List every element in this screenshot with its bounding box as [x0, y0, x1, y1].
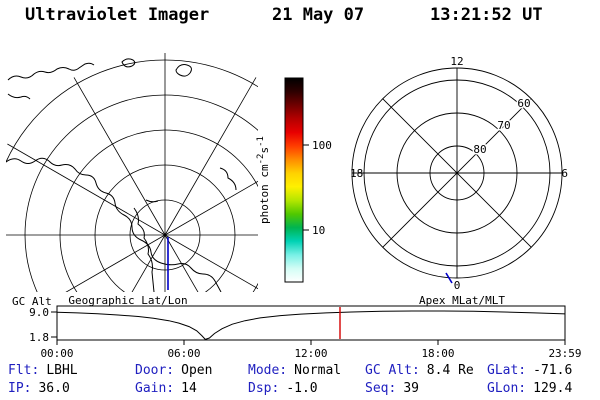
- coastline-path: [145, 199, 159, 203]
- mlt-polar-plot: 12 0 18 6 60 70 80: [350, 55, 568, 292]
- glon-value: 129.4: [533, 381, 573, 396]
- lat-circle: [59, 129, 258, 292]
- status-glon: GLon: 129.4: [487, 381, 572, 396]
- flt-label: Flt:: [8, 363, 40, 378]
- gc-alt-curve: [56, 310, 566, 340]
- status-glat: GLat: -71.6: [487, 363, 572, 378]
- colorbar-tick-label-100: 100: [312, 139, 332, 152]
- app-title: Ultraviolet Imager: [25, 5, 210, 25]
- flt-value: LBHL: [46, 363, 78, 378]
- xtick-label: 23:59: [548, 347, 581, 360]
- meridian-line: [164, 234, 258, 290]
- coastline-path: [219, 167, 237, 191]
- clock-label-6: 6: [561, 167, 568, 180]
- chart-ylabel: GC Alt: [12, 295, 52, 308]
- ip-value: 36.0: [38, 381, 70, 396]
- seq-value: 39: [403, 381, 419, 396]
- mode-value: Normal: [294, 363, 342, 378]
- colorbar: photon cm-2s-1 100 10: [256, 77, 332, 283]
- meridian-line: [164, 234, 199, 292]
- dsp-value: -1.0: [286, 381, 318, 396]
- mlt-caption: Apex MLat/MLT: [418, 294, 506, 307]
- glon-label: GLon:: [487, 381, 527, 396]
- island-path: [121, 58, 136, 68]
- colorbar-gradient-bar: [284, 77, 304, 283]
- meridian-line: [131, 234, 166, 292]
- ytick-label-top: 9.0: [29, 306, 49, 319]
- ytick-label-bottom: 1.8: [29, 331, 49, 344]
- title-time: 13:21:52 UT: [430, 5, 543, 25]
- xtick-label: 00:00: [40, 347, 73, 360]
- lat-circle: [24, 94, 258, 292]
- title-date: 21 May 07: [272, 5, 365, 25]
- mlt-spoke: [382, 98, 532, 248]
- geographic-map: [6, 53, 258, 292]
- status-door: Door: Open: [135, 363, 212, 378]
- meridian-line: [65, 234, 166, 292]
- gc-alt-chart: GC Alt 9.0 1.8 00:00 06:00 12:00 18:00 2…: [12, 295, 582, 360]
- clock-label-12: 12: [450, 55, 463, 68]
- island-path: [175, 64, 192, 77]
- clock-label-0: 0: [454, 279, 461, 292]
- xtick-label: 06:00: [167, 347, 200, 360]
- coastline-path: [7, 62, 95, 81]
- seq-label: Seq:: [365, 381, 397, 396]
- meridian-line: [73, 77, 166, 236]
- lat-label-70: 70: [497, 119, 510, 132]
- coastline-path: [7, 93, 31, 100]
- mode-label: Mode:: [248, 363, 288, 378]
- meridian-line: [164, 180, 258, 236]
- footprint-marker: [445, 272, 453, 284]
- colorbar-tick-label-10: 10: [312, 224, 325, 237]
- lat-circle: [6, 59, 258, 163]
- gain-label: Gain:: [135, 381, 175, 396]
- status-row-1: Flt: LBHL Door: Open Mode: Normal GC Alt: 8.…: [0, 363, 600, 379]
- geo-caption: Geographic Lat/Lon: [68, 294, 188, 307]
- dsp-label: Dsp:: [248, 381, 280, 396]
- glat-value: -71.6: [533, 363, 573, 378]
- status-flt: Flt: LBHL: [8, 363, 78, 378]
- lat-label-60: 60: [517, 97, 530, 110]
- ip-label: IP:: [8, 381, 32, 396]
- xtick-label: 12:00: [294, 347, 327, 360]
- mlt-grid: [351, 67, 563, 279]
- unit-mid: s: [258, 147, 271, 154]
- status-gain: Gain: 14: [135, 381, 197, 396]
- glat-label: GLat:: [487, 363, 527, 378]
- door-value: Open: [181, 363, 213, 378]
- meridian-line: [7, 143, 166, 236]
- unit-sup2: -1: [256, 136, 266, 147]
- status-seq: Seq: 39: [365, 381, 419, 396]
- status-ip: IP: 36.0: [8, 381, 70, 396]
- xtick-label: 18:00: [421, 347, 454, 360]
- meridian-line: [164, 77, 257, 236]
- status-mode: Mode: Normal: [248, 363, 341, 378]
- colorbar-unit-label: photon cm-2s-1: [256, 136, 271, 224]
- status-row-2: IP: 36.0 Gain: 14 Dsp: -1.0 Seq: 39 GLon: 129…: [0, 381, 600, 397]
- latlon-grid: [6, 53, 258, 292]
- unit-prefix: photon cm: [258, 164, 271, 224]
- gcalt-value: 8.4 Re: [426, 363, 474, 378]
- lat-label-80: 80: [473, 143, 486, 156]
- chart-frame: [56, 305, 566, 341]
- gcalt-label: GC Alt:: [365, 363, 420, 378]
- gain-value: 14: [181, 381, 197, 396]
- status-dsp: Dsp: -1.0: [248, 381, 318, 396]
- status-gcalt: GC Alt: 8.4 Re: [365, 363, 474, 378]
- unit-sup1: -2: [256, 154, 266, 165]
- door-label: Door:: [135, 363, 175, 378]
- coastline-path: [133, 207, 155, 292]
- coastlines: [6, 58, 237, 292]
- coastline-path: [6, 157, 222, 292]
- clock-label-18: 18: [350, 167, 363, 180]
